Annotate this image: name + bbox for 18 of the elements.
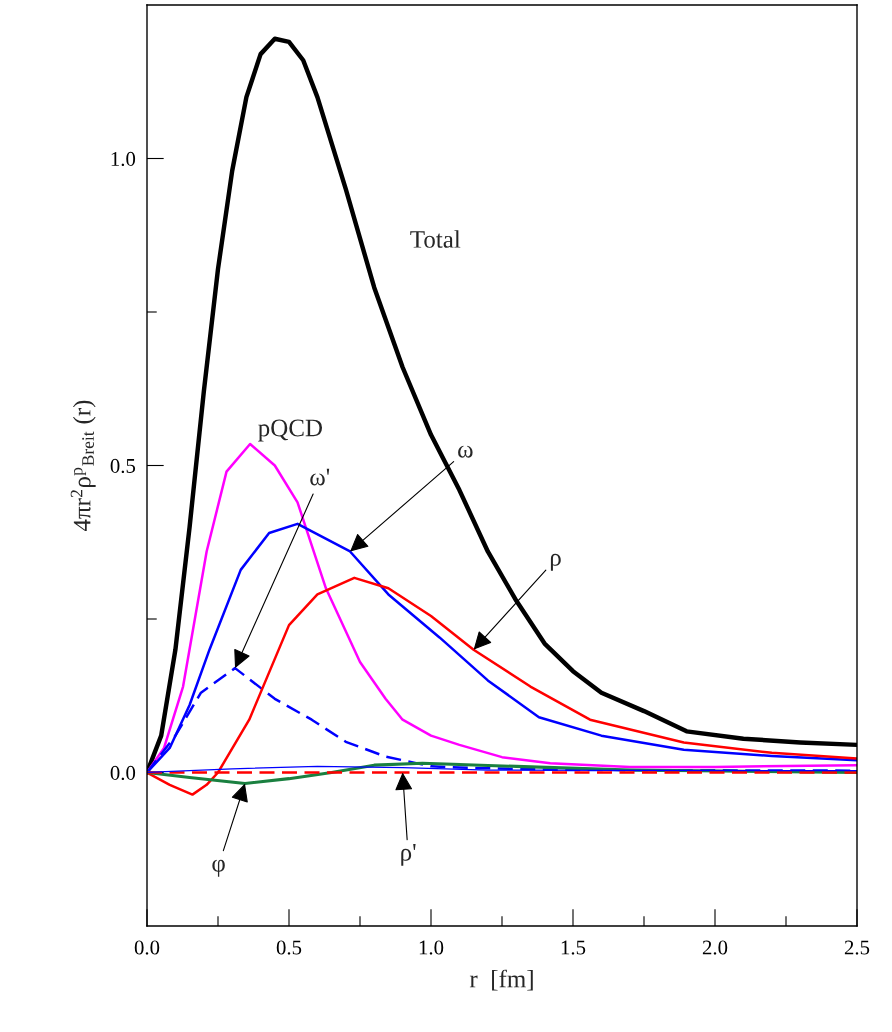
x-tick-label: 1.0 [419, 940, 444, 955]
y-tick-label: 0.5 [110, 458, 136, 474]
text: ω [458, 445, 473, 458]
x-tick-label: 2.5 [844, 940, 870, 955]
x-axis-title: r [fm] [469, 969, 533, 991]
text: ω' [310, 468, 330, 486]
x-tick-label: 1.5 [561, 940, 586, 955]
y-tick-label: 1.0 [111, 151, 136, 167]
text: φ [212, 859, 225, 877]
series-label: pQCD [258, 419, 323, 442]
series-label: Total [410, 230, 461, 248]
x-tick-label: 2.0 [702, 940, 728, 955]
y-axis-title: 4πr$^{2}$ρ$^{p}$$_{Breit}$ (r) [70, 400, 96, 532]
x-tick-label: 0.0 [134, 940, 160, 955]
x-tick-label: 0.5 [276, 940, 302, 955]
text: ρ' [401, 844, 416, 866]
text: ρ [550, 553, 561, 571]
y-tick-label: 0.0 [110, 765, 136, 781]
